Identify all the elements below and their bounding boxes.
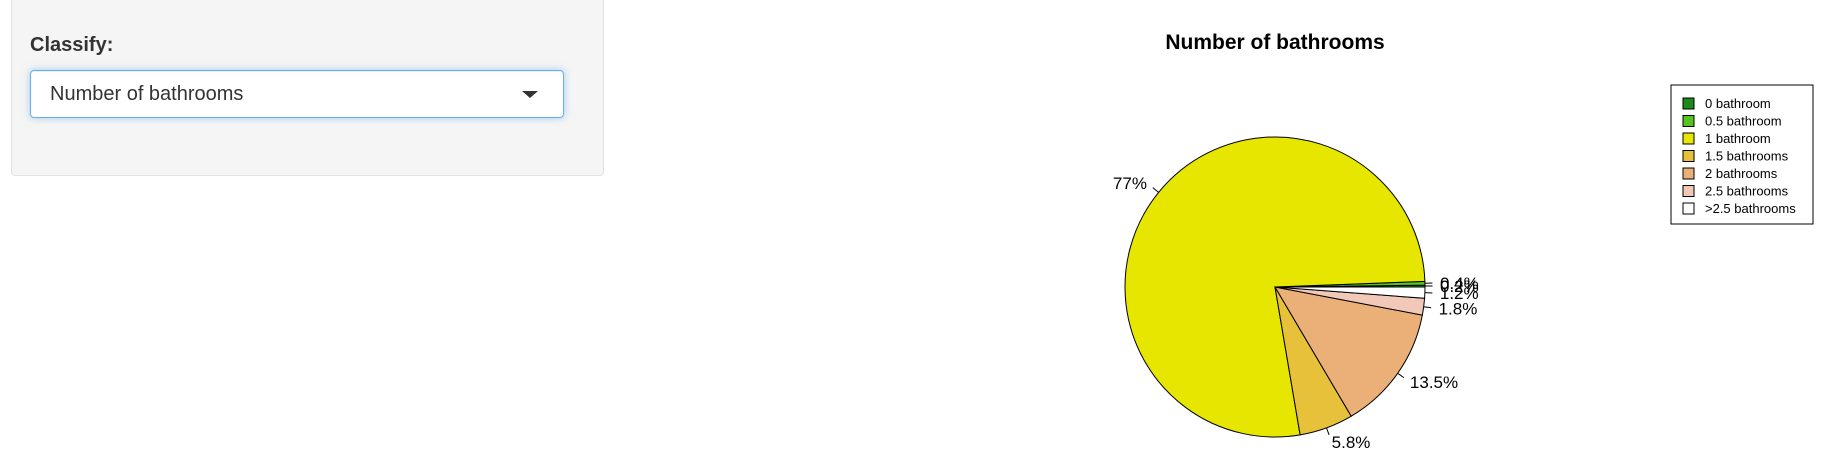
legend-label: >2.5 bathrooms — [1705, 201, 1796, 216]
caret-down-icon — [522, 91, 538, 98]
legend-swatch — [1682, 115, 1695, 127]
pie-labels: 0.2%0.4% 77% 5.8% 13.5% 1.8%1.2% — [1113, 174, 1479, 452]
pie-value-label: 1.8% — [1439, 300, 1478, 319]
chart-title: Number of bathrooms — [1165, 31, 1384, 54]
pie-label-tick — [1397, 372, 1405, 379]
legend-swatch — [1682, 132, 1695, 145]
legend-label: 2.5 bathrooms — [1705, 184, 1789, 199]
pie-value-label: 0.2% — [1440, 277, 1479, 296]
pie-label-tick — [1423, 306, 1432, 309]
legend-swatch — [1682, 202, 1695, 215]
pie-label-tick — [1326, 427, 1330, 436]
legend-swatch — [1682, 185, 1695, 197]
pie-slice — [1274, 286, 1426, 299]
pie-slice — [1274, 286, 1423, 417]
classify-select-value: Number of bathrooms — [50, 83, 244, 105]
legend-label: 1 bathroom — [1705, 131, 1771, 146]
legend-label: 2 bathrooms — [1705, 166, 1778, 181]
pie-value-label: 0.4% — [1440, 274, 1479, 293]
legend-label: 0.5 bathroom — [1705, 114, 1782, 129]
classify-label: Classify: — [30, 34, 114, 56]
legend-label: 0 bathroom — [1705, 96, 1771, 111]
pie-value-label: 5.8% — [1332, 433, 1371, 452]
legend-swatch — [1682, 150, 1695, 162]
pie-value-label: 77% — [1113, 174, 1147, 193]
classify-select[interactable]: Number of bathrooms — [30, 70, 564, 118]
legend-swatch — [1682, 167, 1695, 180]
pie-slices — [1124, 136, 1426, 438]
legend: 0 bathroom 0.5 bathroom 1 bathroom 1.5 bath… — [1670, 84, 1814, 225]
legend-swatch — [1682, 97, 1695, 110]
legend-box — [1670, 84, 1814, 225]
pie-label-tick — [1152, 187, 1159, 193]
pie-value-label: 1.2% — [1440, 284, 1479, 303]
pie-value-label: 13.5% — [1410, 373, 1458, 392]
legend-label: 1.5 bathrooms — [1705, 149, 1789, 164]
